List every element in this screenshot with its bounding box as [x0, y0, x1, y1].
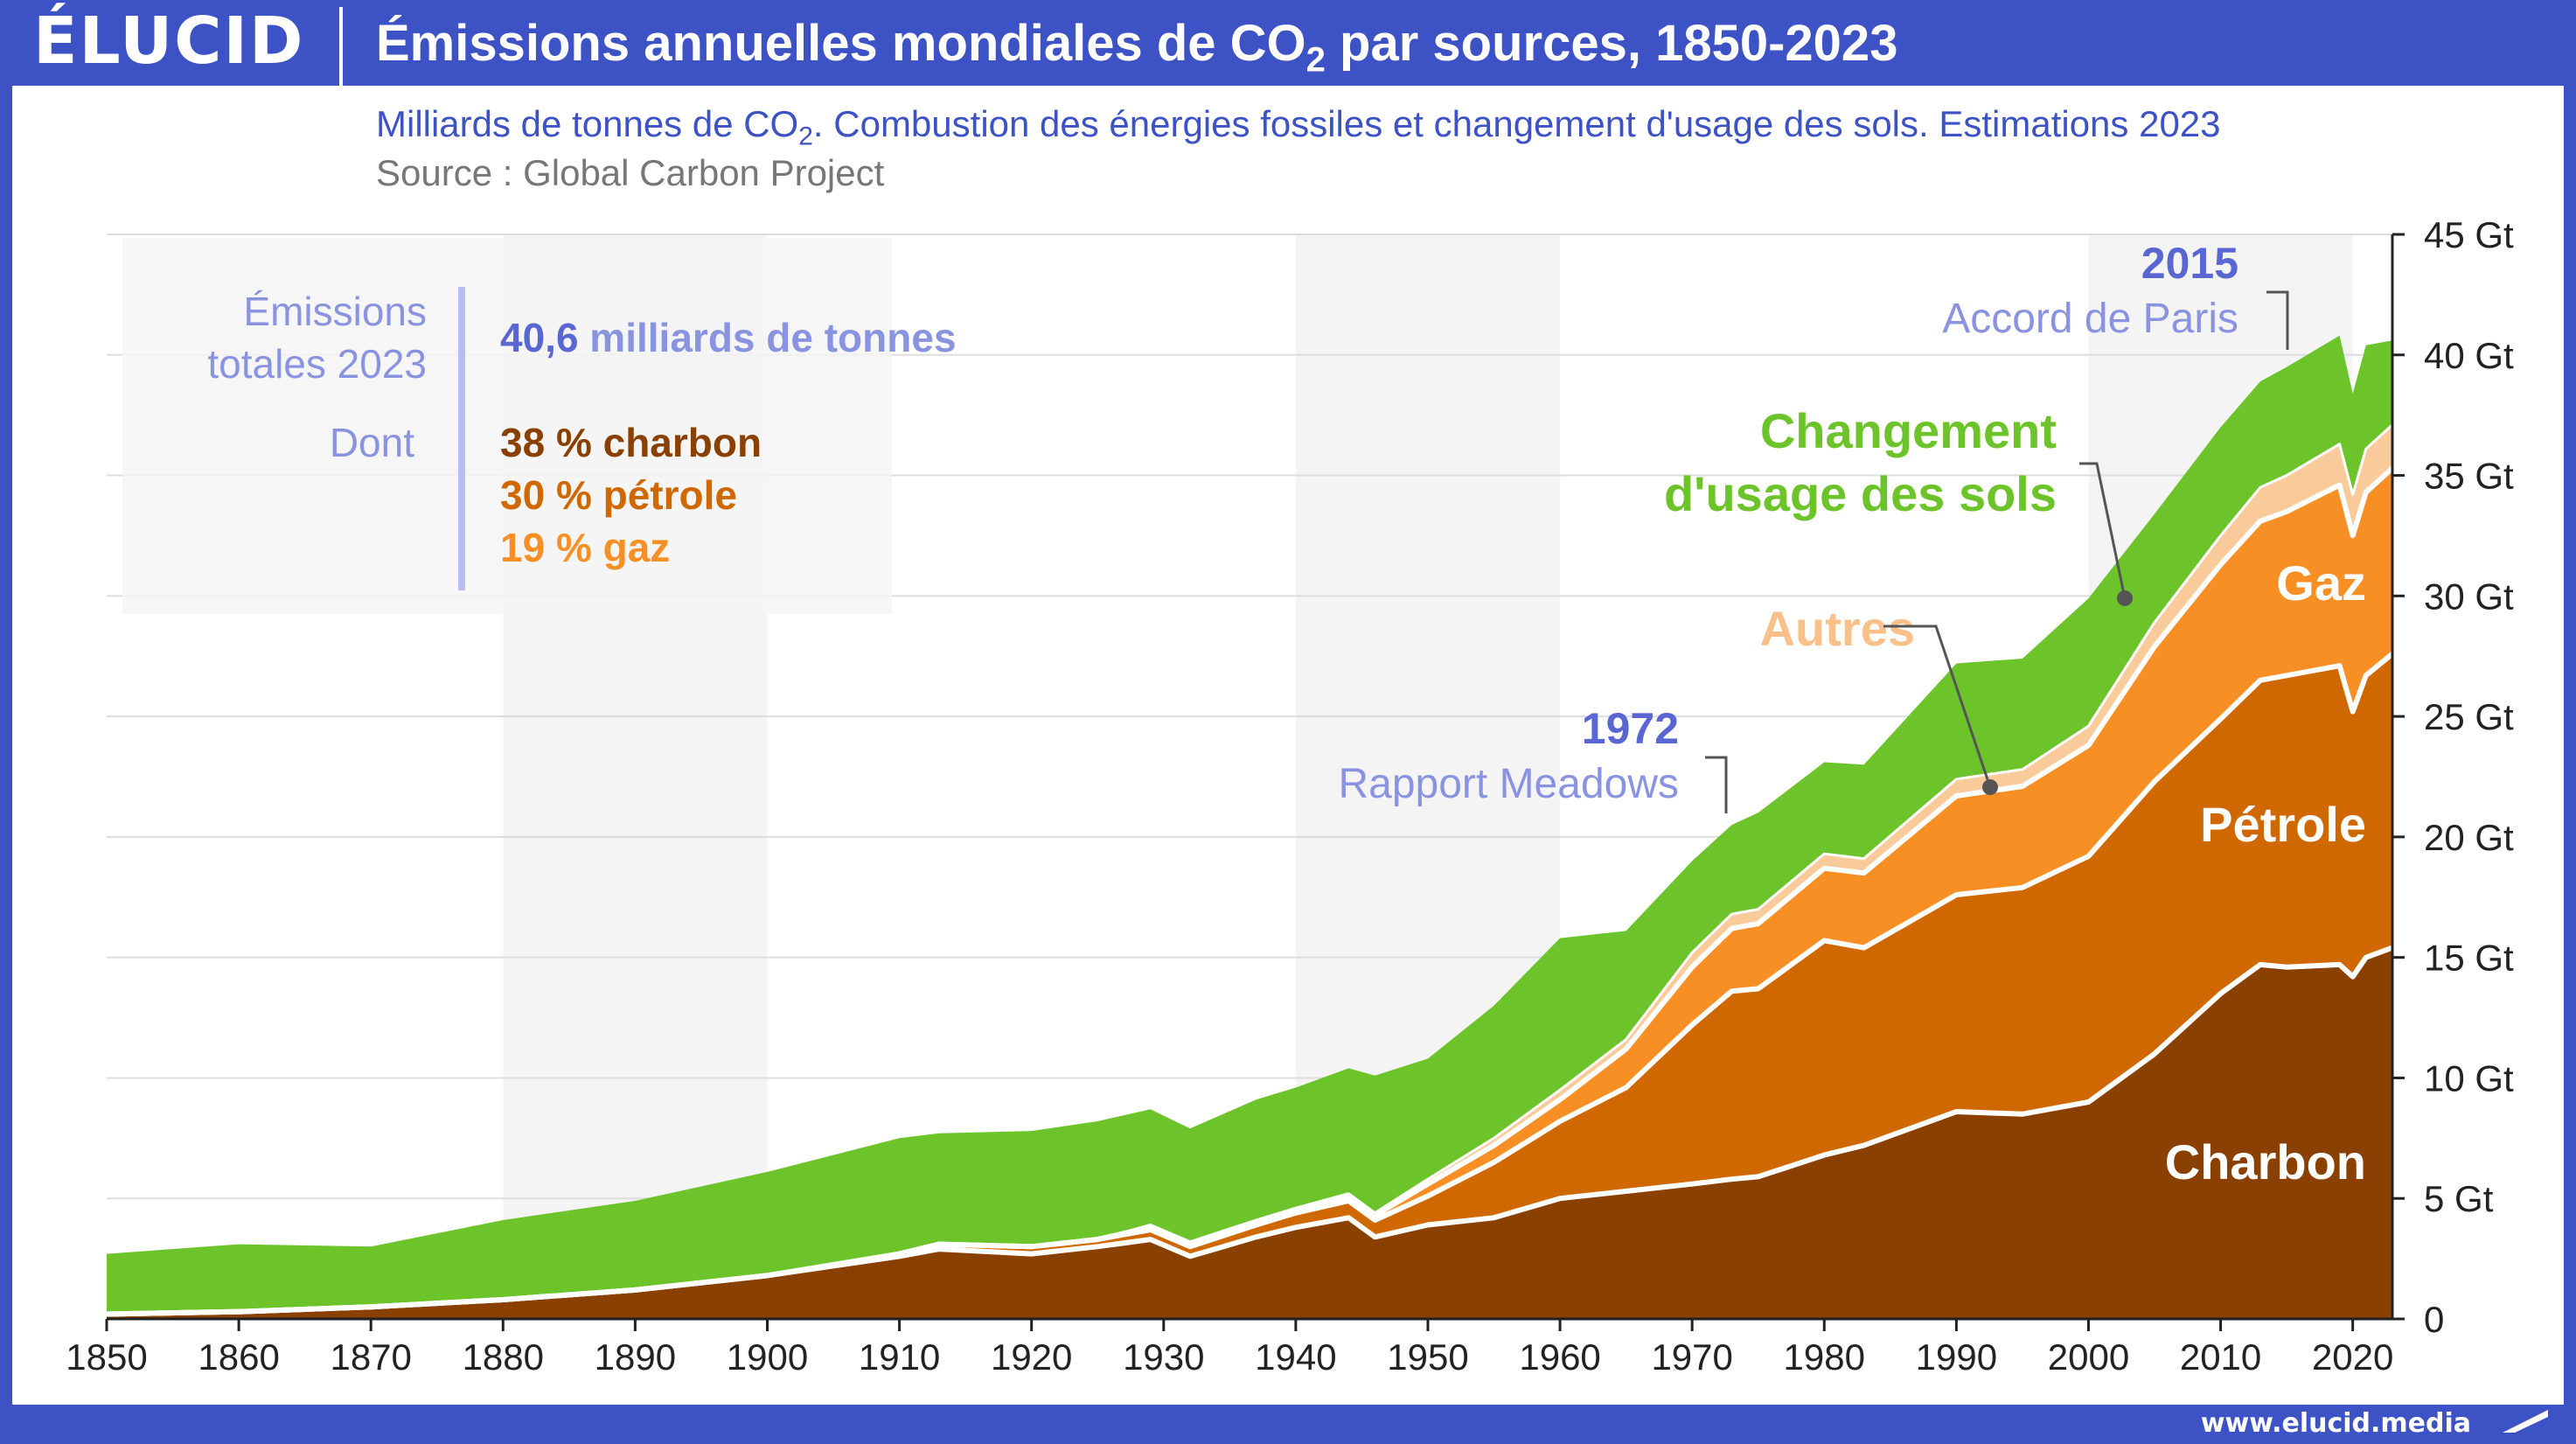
x-tick-label: 1990	[1916, 1336, 1997, 1378]
info-box-bg	[122, 238, 892, 614]
autres-leader-line	[1883, 624, 1992, 788]
series-label-gaz: Gaz	[2276, 555, 2366, 610]
x-tick-label: 1850	[66, 1336, 147, 1378]
y-tick-label: 35 Gt	[2424, 456, 2514, 497]
info-gas-share: 19 % gaz	[500, 525, 670, 570]
title-end: par sources, 1850-2023	[1325, 15, 1898, 72]
chart-subtitle: Milliards de tonnes de CO2. Combustion d…	[376, 103, 2221, 151]
area-charbon	[107, 947, 2392, 1319]
x-tick-label: 2020	[2312, 1336, 2393, 1378]
x-tick-label: 1940	[1255, 1336, 1336, 1378]
y-tick-label: 30 Gt	[2424, 576, 2514, 617]
series-boundaries	[106, 423, 2395, 1317]
area-land-use	[107, 335, 2392, 1315]
chart-title: Émissions annuelles mondiales de CO2 par…	[376, 14, 1897, 80]
elucid-logo[interactable]: ÉLUCID	[33, 3, 305, 79]
annotation-paris-text: Accord de Paris	[1942, 296, 2238, 342]
y-tick-label: 45 Gt	[2424, 214, 2514, 255]
subtitle-end: . Combustion des énergies fossiles et ch…	[812, 103, 2221, 144]
info-box-divider	[458, 287, 465, 590]
chart-source: Source : Global Carbon Project	[376, 152, 885, 193]
x-tick-label: 1930	[1123, 1336, 1204, 1378]
header-bar: ÉLUCID Émissions annuelles mondiales de …	[0, 0, 2576, 87]
event-annotations: 2015 Accord de Paris 1972 Rapport Meadow…	[1338, 239, 2289, 813]
boundary-line	[106, 423, 2394, 1315]
autres-leader-dot	[1982, 779, 1998, 795]
annotation-meadows-text: Rapport Meadows	[1338, 761, 1679, 807]
y-tick-label: 10 Gt	[2424, 1057, 2514, 1099]
subtitle-subscript: 2	[798, 122, 813, 151]
meadows-marker-line	[1705, 756, 1728, 813]
x-tick-label: 1900	[727, 1336, 808, 1378]
y-tick-label: 15 Gt	[2424, 938, 2514, 979]
annotation-meadows-year: 1972	[1582, 704, 1679, 753]
x-tick-label: 1980	[1784, 1336, 1865, 1378]
series-labels: Charbon Pétrole Gaz Autres Changement d'…	[1664, 403, 2366, 1189]
x-tick-label: 1950	[1387, 1336, 1468, 1378]
info-oil-share: 30 % pétrole	[500, 472, 737, 518]
x-tick-label: 2010	[2180, 1336, 2261, 1378]
subtitle-main: Milliards de tonnes de CO	[376, 103, 799, 144]
area-gaz	[107, 468, 2392, 1315]
info-dont-label: Dont	[330, 420, 414, 465]
title-main: Émissions annuelles mondiales de CO	[376, 15, 1306, 72]
info-total-value-line: 40,6 milliards de tonnes	[500, 315, 957, 360]
y-tick-label: 25 Gt	[2424, 696, 2514, 737]
info-total-value: 40,6	[500, 315, 579, 360]
series-label-petrole: Pétrole	[2200, 797, 2366, 852]
y-tick-label: 40 Gt	[2424, 335, 2514, 376]
series-label-autres: Autres	[1760, 601, 1915, 656]
info-box: Émissions totales 2023 40,6 milliards de…	[122, 238, 957, 614]
land-use-leader-dot	[2117, 590, 2133, 606]
series-label-land-use-2: d'usage des sols	[1664, 466, 2057, 521]
x-tick-label: 1880	[463, 1336, 544, 1378]
y-tick-label: 20 Gt	[2424, 817, 2514, 858]
footer-bar: www.elucid.media	[0, 1405, 2576, 1444]
series-label-charbon: Charbon	[2165, 1134, 2366, 1189]
stacked-areas	[107, 335, 2392, 1319]
axes: 1850 1860 1870 1880 1890 1900 1910 1920 1930 1940…	[66, 214, 2514, 1378]
title-subscript: 2	[1305, 40, 1326, 80]
y-tick-label: 5 Gt	[2424, 1178, 2494, 1219]
x-tick-label: 2000	[2048, 1336, 2129, 1378]
x-tick-label: 1960	[1519, 1336, 1600, 1378]
info-total-text: milliards de tonnes	[579, 315, 957, 360]
info-total-label-2: totales 2023	[207, 341, 427, 387]
x-tick-label: 1870	[330, 1336, 411, 1378]
land-use-leader-line	[2079, 462, 2127, 599]
annotation-paris-year: 2015	[2141, 239, 2238, 288]
x-tick-label: 1920	[991, 1336, 1072, 1378]
paris-marker-line	[2266, 290, 2289, 350]
x-tick-label: 1860	[198, 1336, 279, 1378]
header-divider	[339, 7, 343, 87]
area-petrole	[107, 653, 2392, 1315]
series-label-land-use-1: Changement	[1760, 403, 2057, 458]
info-total-label-1: Émissions	[243, 289, 427, 334]
x-tick-label: 1910	[859, 1336, 940, 1378]
brand-mark-icon	[2503, 1410, 2548, 1433]
footer-url[interactable]: www.elucid.media	[2200, 1408, 2471, 1439]
y-tick-label: 0	[2424, 1299, 2444, 1340]
x-tick-label: 1970	[1651, 1336, 1732, 1378]
info-coal-share: 38 % charbon	[500, 420, 762, 465]
x-tick-label: 1890	[595, 1336, 676, 1378]
